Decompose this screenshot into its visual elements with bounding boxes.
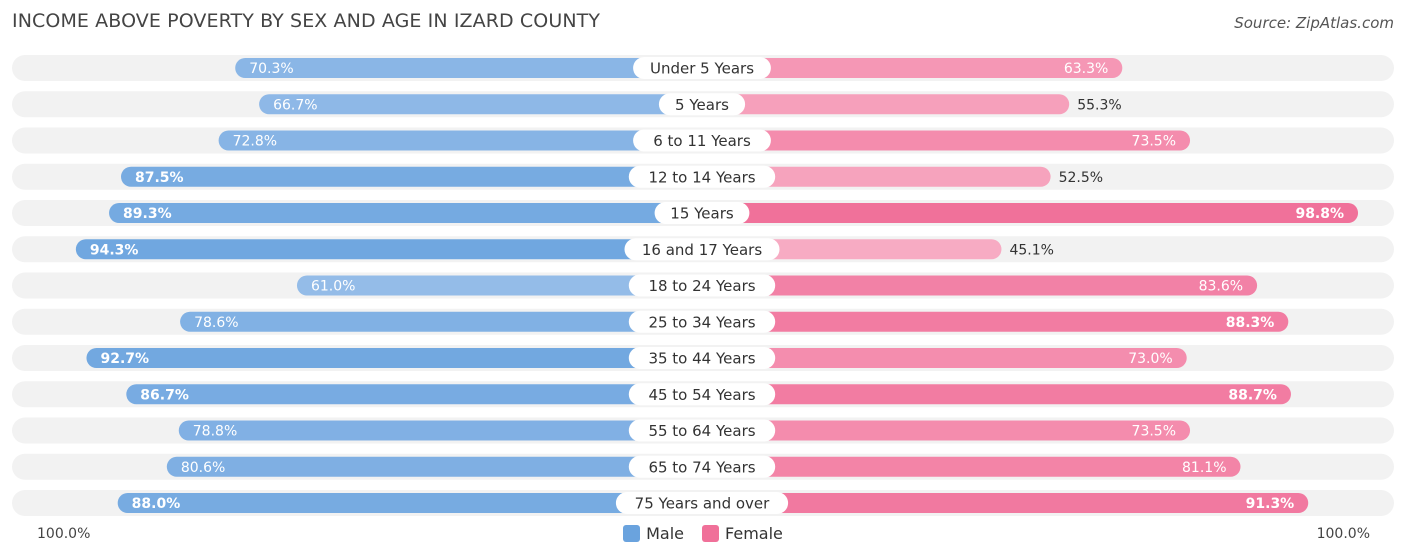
data-label-male: 92.7% <box>100 351 149 367</box>
data-label-female: 45.1% <box>1009 242 1053 258</box>
data-label-male: 80.6% <box>181 460 225 476</box>
category-label: 55 to 64 Years <box>648 422 755 440</box>
category-label: 6 to 11 Years <box>653 132 751 150</box>
bar-male <box>117 493 703 513</box>
category-label: 15 Years <box>670 205 734 223</box>
legend-label-male: Male <box>646 524 685 543</box>
bar-male <box>235 58 702 78</box>
data-label-male: 70.3% <box>249 61 293 77</box>
category-pill <box>628 455 776 478</box>
category-pill <box>624 238 780 261</box>
bar-male <box>86 348 703 368</box>
data-label-female: 81.1% <box>1182 460 1226 476</box>
bar-female <box>702 384 1291 405</box>
category-label: 65 to 74 Years <box>648 458 755 476</box>
axis-right-label: 100.0% <box>1316 526 1370 542</box>
category-pill <box>633 129 771 152</box>
category-label: 75 Years and over <box>635 495 770 513</box>
bar-female <box>702 166 1051 187</box>
category-label: 5 Years <box>675 96 729 114</box>
category-label: 12 to 14 Years <box>648 168 755 186</box>
legend-label-female: Female <box>725 524 783 543</box>
bar-male <box>109 203 703 223</box>
category-label: 35 to 44 Years <box>648 350 755 368</box>
bar-female <box>702 94 1070 115</box>
bar-female <box>702 58 1123 78</box>
data-label-female: 55.3% <box>1077 97 1121 113</box>
bar-female <box>702 456 1241 477</box>
data-label-female: 83.6% <box>1199 279 1243 295</box>
data-label-female: 73.5% <box>1132 134 1176 150</box>
bar-male <box>259 94 702 115</box>
data-label-male: 72.8% <box>233 134 277 150</box>
data-label-male: 78.6% <box>194 315 238 331</box>
bar-female <box>702 420 1191 441</box>
category-label: Under 5 Years <box>650 60 754 78</box>
data-label-male: 87.5% <box>135 170 184 186</box>
data-label-male: 66.7% <box>273 97 317 113</box>
category-pill <box>654 202 750 224</box>
bar-female <box>702 203 1359 223</box>
data-label-female: 88.3% <box>1226 315 1275 331</box>
legend: Male Female <box>0 524 1406 543</box>
bar-male <box>121 166 702 187</box>
legend-item-female: Female <box>702 524 783 543</box>
data-label-female: 63.3% <box>1064 61 1108 77</box>
data-label-female: 73.5% <box>1132 424 1176 440</box>
legend-item-male: Male <box>623 524 684 543</box>
category-pill <box>615 492 789 514</box>
data-label-male: 61.0% <box>311 279 355 295</box>
category-pill <box>628 347 776 369</box>
bar-male <box>218 130 702 151</box>
chart-title: INCOME ABOVE POVERTY BY SEX AND AGE IN I… <box>12 10 601 32</box>
bar-female <box>702 130 1191 151</box>
data-label-female: 73.0% <box>1128 351 1172 367</box>
bar-female <box>702 311 1289 332</box>
data-label-male: 88.0% <box>132 496 181 512</box>
bar-male <box>296 275 702 296</box>
legend-swatch-male <box>623 525 641 542</box>
data-label-female: 88.7% <box>1228 387 1277 403</box>
category-label: 45 to 54 Years <box>648 386 755 404</box>
source-label: Source: ZipAtlas.com <box>1234 14 1394 32</box>
legend-swatch-female <box>702 525 720 542</box>
category-pill <box>628 419 776 442</box>
data-label-male: 86.7% <box>140 387 189 403</box>
bar-female <box>702 275 1258 296</box>
category-pill <box>628 165 776 188</box>
data-label-female: 98.8% <box>1295 206 1344 222</box>
data-label-female: 91.3% <box>1246 496 1295 512</box>
category-pill <box>658 93 746 116</box>
category-pill <box>628 383 776 406</box>
category-pill <box>628 310 776 333</box>
category-pill <box>633 57 771 79</box>
chart: 70.3% 63.3% Under 5 Years 66.7% 55.3% 5 Years… <box>12 55 1394 516</box>
data-label-male: 89.3% <box>123 206 172 222</box>
bar-male <box>178 420 702 441</box>
category-label: 16 and 17 Years <box>642 241 762 259</box>
bar-male <box>126 384 702 405</box>
category-label: 25 to 34 Years <box>648 313 755 331</box>
data-label-male: 94.3% <box>90 242 139 258</box>
data-label-female: 52.5% <box>1059 170 1103 186</box>
data-label-male: 78.8% <box>193 424 237 440</box>
category-label: 18 to 24 Years <box>648 277 755 295</box>
category-pill <box>628 274 776 297</box>
bar-female <box>702 348 1187 368</box>
axis-left-label: 100.0% <box>37 526 91 542</box>
bar-male <box>75 239 702 260</box>
bar-female <box>702 493 1309 513</box>
bar-male <box>166 456 703 477</box>
bar-male <box>180 311 702 332</box>
